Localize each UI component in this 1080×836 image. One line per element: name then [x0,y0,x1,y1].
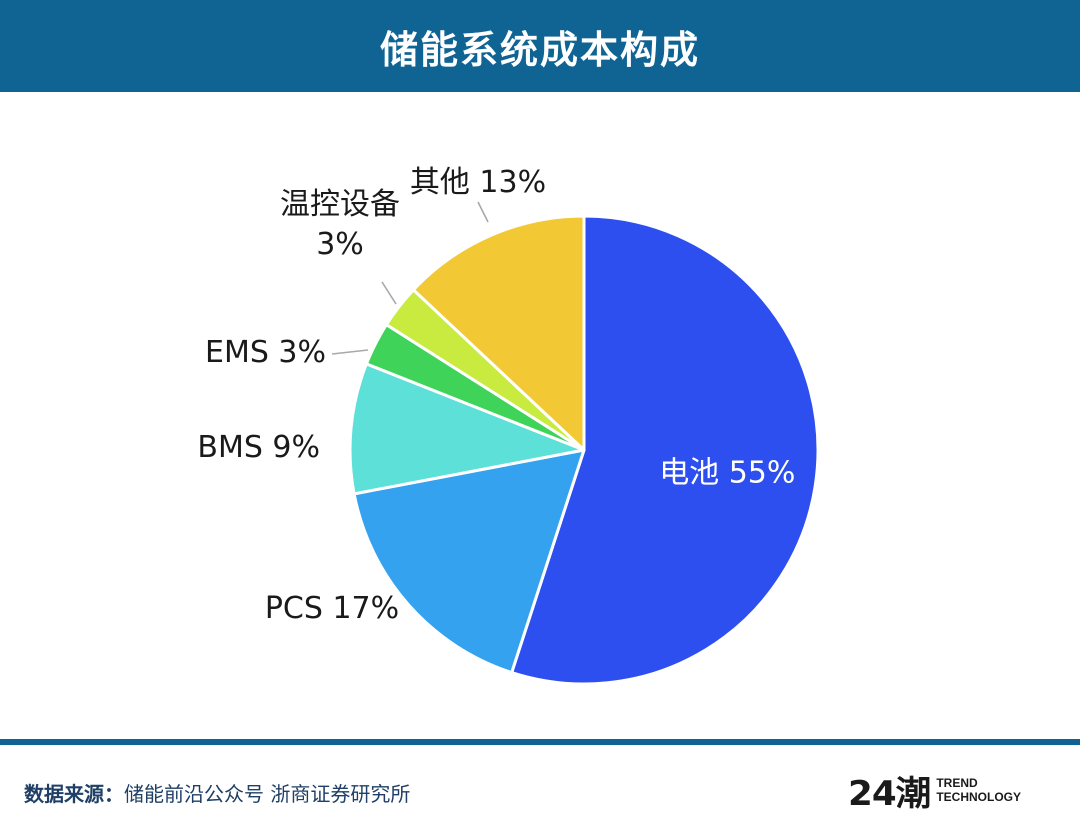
source-text: 储能前沿公众号 浙商证券研究所 [124,782,411,806]
footer-divider [0,739,1080,745]
pie-slice-BMS [348,362,586,496]
brand-mark: 24潮 [848,773,931,814]
source-label: 数据来源： [24,782,124,806]
slice-label-PCS: PCS 17% [265,591,399,626]
title-bar: 储能系统成本构成 [0,0,1080,92]
brand-line-2: TECHNOLOGY [936,790,1021,804]
slice-label-EMS: EMS 3% [205,335,326,370]
leader-line-其他 [477,201,489,223]
brand-logo: 24潮 TREND TECHNOLOGY [848,766,1021,814]
slice-label-BMS: BMS 9% [197,430,320,465]
pie-slice-其他 [411,214,586,452]
chart-title: 储能系统成本构成 [379,27,700,72]
brand-words: TREND TECHNOLOGY [936,776,1021,804]
slice-label-温控设备: 温控设备 3% [280,187,400,262]
pie-chart: 电池 55% PCS 17% BMS 9% EMS 3% 温控设备 3% 其他 13% [197,165,820,686]
data-source: 数据来源：储能前沿公众号 浙商证券研究所 [24,778,410,807]
leader-line-温控设备 [381,281,397,305]
pie-slice-PCS [352,448,586,675]
brand-line-1: TREND [936,776,978,790]
slice-label-电池: 电池 55% [659,456,795,491]
leader-line-EMS [331,349,369,355]
slice-label-其他: 其他 13% [410,165,546,200]
pie-slice-电池 [510,214,820,686]
